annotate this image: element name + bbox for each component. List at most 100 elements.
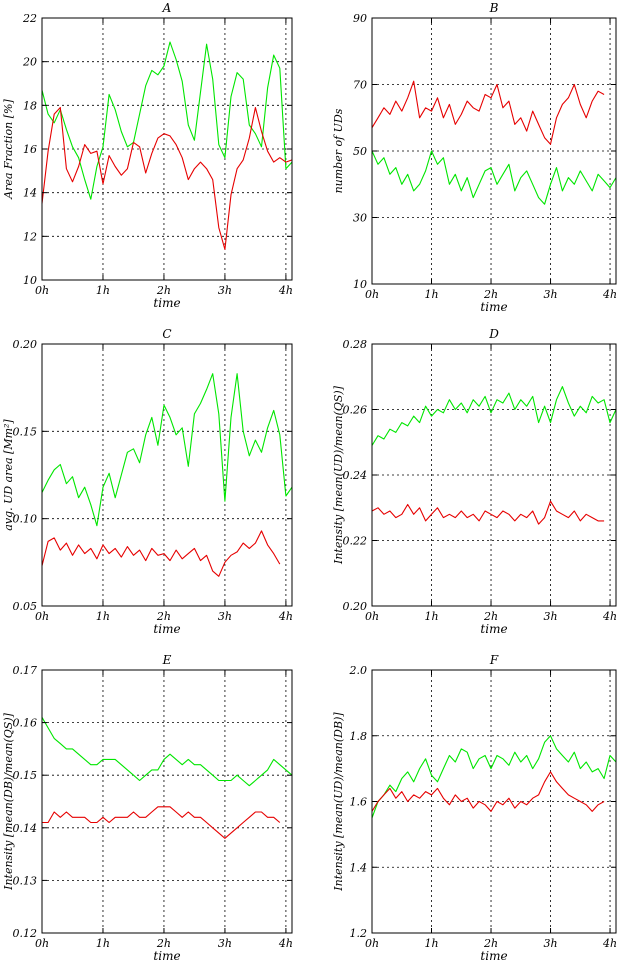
panel-f-xtick-label: 1h bbox=[424, 937, 438, 950]
panel-a-series-2 bbox=[41, 106, 293, 250]
panel-a-ylabel: Area Fraction [%] bbox=[2, 99, 15, 200]
panel-f-xtick-label: 4h bbox=[602, 937, 617, 950]
panel-e-ytick-label: 0.13 bbox=[13, 874, 38, 887]
panel-a-ytick-label: 18 bbox=[23, 99, 37, 112]
panel-f-ytick-label: 2.0 bbox=[349, 664, 368, 677]
panel-c-ylabel: avg. UD area [Mm²] bbox=[2, 419, 15, 531]
panel-c-xlabel: time bbox=[153, 622, 180, 636]
panel-b-xtick-label: 4h bbox=[602, 288, 617, 301]
panel-c-ytick-label: 0.10 bbox=[13, 513, 38, 526]
panel-b-ylabel: number of UDs bbox=[332, 108, 345, 193]
panel-e-ylabel: Intensity [mean(DB)/mean(QS)] bbox=[2, 712, 15, 891]
panel-c-title: C bbox=[162, 327, 171, 341]
panel-d-ytick-label: 0.24 bbox=[343, 469, 368, 482]
panel-b-ytick-label: 90 bbox=[353, 12, 367, 25]
panel-c-xtick-label: 2h bbox=[156, 610, 171, 623]
panel-f-ytick-label: 1.2 bbox=[350, 927, 368, 940]
panel-f-xtick-label: 3h bbox=[543, 937, 557, 950]
panel-d-series-2 bbox=[371, 500, 605, 525]
panel-d-xlabel: time bbox=[480, 622, 507, 636]
panel-e-xtick-label: 1h bbox=[96, 937, 110, 950]
panel-a-ytick-label: 20 bbox=[22, 56, 37, 69]
panel-e-ytick-label: 0.15 bbox=[13, 769, 38, 782]
panel-d-ytick-label: 0.28 bbox=[343, 338, 368, 351]
panel-a-xtick-label: 1h bbox=[96, 284, 110, 297]
panel-e-title: E bbox=[162, 653, 172, 667]
panel-d-xtick-label: 3h bbox=[543, 610, 557, 623]
panel-d-ytick-label: 0.20 bbox=[343, 600, 368, 613]
panel-f-ytick-label: 1.6 bbox=[350, 796, 368, 809]
panel-b-title: B bbox=[489, 1, 499, 15]
panel-b-series-1 bbox=[371, 80, 605, 145]
panel-c-ytick-label: 0.20 bbox=[13, 338, 38, 351]
panel-d-ylabel: Intensity [mean(UD)/mean(QS)] bbox=[332, 385, 345, 565]
panel-a-ytick-label: 14 bbox=[23, 187, 37, 200]
panel-e-ytick-label: 0.17 bbox=[13, 664, 38, 677]
panel-e-xtick-label: 3h bbox=[218, 937, 232, 950]
panel-c-xtick-label: 3h bbox=[218, 610, 232, 623]
panel-c-xtick-label: 1h bbox=[96, 610, 110, 623]
panel-c-frame bbox=[41, 343, 293, 607]
panel-c-series-2 bbox=[41, 530, 281, 577]
panel-a-xtick-label: 3h bbox=[218, 284, 232, 297]
panel-b-ytick-label: 30 bbox=[353, 212, 367, 225]
panel-d-xtick-label: 1h bbox=[424, 610, 438, 623]
panel-e-xtick-label: 2h bbox=[156, 937, 171, 950]
panel-e-series-1 bbox=[41, 717, 293, 787]
panel-a-ytick-label: 12 bbox=[23, 230, 37, 243]
panel-b-ytick-label: 50 bbox=[353, 145, 367, 158]
panel-e-xlabel: time bbox=[153, 949, 180, 963]
panel-b-xtick-label: 1h bbox=[424, 288, 438, 301]
panel-a-ytick-label: 10 bbox=[23, 274, 37, 287]
panel-e-frame bbox=[41, 669, 293, 934]
panel-b-xtick-label: 2h bbox=[483, 288, 498, 301]
panel-b-xtick-label: 0h bbox=[365, 288, 379, 301]
panel-e-ytick-label: 0.14 bbox=[13, 822, 38, 835]
panel-b-ytick-label: 70 bbox=[353, 79, 367, 92]
panel-e-ytick-label: 0.16 bbox=[13, 717, 38, 730]
panel-f-title: F bbox=[489, 653, 499, 667]
panel-f-series-2 bbox=[371, 771, 605, 812]
panel-a-xlabel: time bbox=[153, 296, 180, 310]
panel-e-series-2 bbox=[42, 806, 281, 839]
panel-d-ytick-label: 0.26 bbox=[343, 404, 368, 417]
panel-d-title: D bbox=[488, 327, 499, 341]
panel-e-xtick-label: 0h bbox=[35, 937, 49, 950]
panel-f-xtick-label: 0h bbox=[365, 937, 379, 950]
panel-b-series-2 bbox=[371, 150, 617, 205]
panel-f-xtick-label: 2h bbox=[483, 937, 498, 950]
panel-d-xtick-label: 0h bbox=[365, 610, 379, 623]
panel-a-ytick-label: 16 bbox=[23, 143, 37, 156]
panel-b-ytick-label: 10 bbox=[353, 278, 367, 291]
panel-d-xtick-label: 2h bbox=[483, 610, 498, 623]
panel-a-ytick-label: 22 bbox=[22, 12, 37, 25]
panel-a-xtick-label: 0h bbox=[35, 284, 49, 297]
panel-b-xlabel: time bbox=[480, 300, 507, 314]
panel-d-ytick-label: 0.22 bbox=[343, 535, 368, 548]
panel-a-xtick-label: 2h bbox=[156, 284, 171, 297]
panel-f-xlabel: time bbox=[480, 949, 507, 963]
panel-c-ytick-label: 0.05 bbox=[13, 600, 38, 613]
panel-a-title: A bbox=[162, 1, 172, 15]
panel-e-xtick-label: 4h bbox=[278, 937, 293, 950]
panel-c-series-1 bbox=[41, 373, 293, 527]
panel-d-series-1 bbox=[371, 386, 617, 446]
panel-a-series-1 bbox=[41, 41, 293, 200]
panel-c-xtick-label: 0h bbox=[35, 610, 49, 623]
panel-b-xtick-label: 3h bbox=[543, 288, 557, 301]
panel-c-xtick-label: 4h bbox=[278, 610, 293, 623]
panel-a-xtick-label: 4h bbox=[278, 284, 293, 297]
panel-f-ylabel: Intensity [mean(UD)/mean(DB)] bbox=[332, 712, 345, 892]
panel-d-xtick-label: 4h bbox=[602, 610, 617, 623]
panel-f-ytick-label: 1.4 bbox=[350, 861, 368, 874]
panel-c-ytick-label: 0.15 bbox=[13, 425, 38, 438]
panel-f-series-1 bbox=[371, 735, 617, 819]
